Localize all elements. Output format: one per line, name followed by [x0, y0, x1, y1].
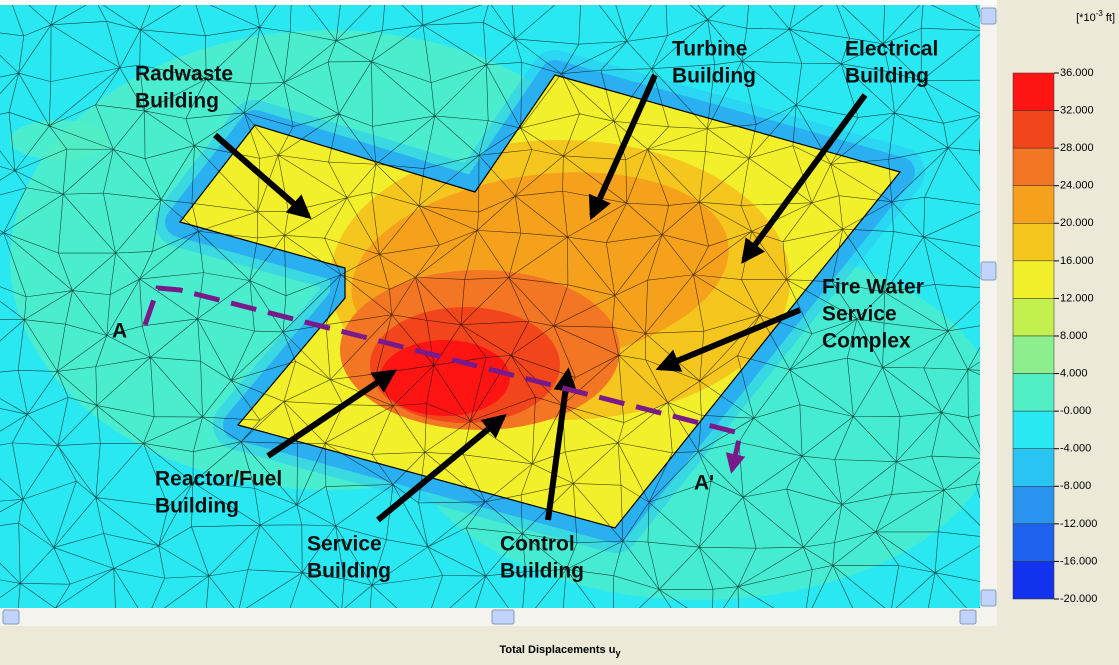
legend-band: [1012, 260, 1055, 299]
caption-subscript: y: [615, 648, 620, 658]
annotation-label: Building: [155, 495, 239, 518]
arrows: [213, 73, 868, 523]
arrow: [545, 367, 578, 521]
annotation-label: Building: [672, 65, 756, 88]
legend-band: [1012, 335, 1055, 374]
legend-label: -8.000: [1060, 480, 1091, 492]
annotation-label: Reactor/Fuel: [155, 468, 282, 491]
legend-label: 32.000: [1060, 104, 1094, 116]
legend-label: -4.000: [1060, 443, 1091, 455]
legend-label: 20.000: [1060, 217, 1094, 229]
annotation-label: Building: [500, 560, 584, 583]
legend-band: [1012, 185, 1055, 224]
caption: Total Displacements uy: [500, 644, 621, 658]
scroll-down[interactable]: [980, 589, 997, 607]
red-zone: [380, 340, 510, 416]
annotation-label: Turbine: [672, 38, 747, 61]
section-label: A': [694, 472, 714, 495]
legend-label: -16.000: [1060, 555, 1097, 567]
legend-label: 12.000: [1060, 292, 1094, 304]
legend-band: [1012, 561, 1055, 600]
vertical-scrollbar[interactable]: [980, 5, 997, 608]
legend-label: 16.000: [1060, 255, 1094, 267]
mesh-lines: [0, 5, 980, 608]
legend-label: 8.000: [1060, 330, 1088, 342]
scroll-up[interactable]: [980, 7, 997, 25]
annotation-label: Building: [307, 560, 391, 583]
scroll-right[interactable]: [959, 609, 977, 625]
arrow: [266, 369, 397, 459]
unit-exponent: -3: [1096, 9, 1104, 18]
arrow: [655, 307, 802, 372]
legend-label: 36.000: [1060, 67, 1094, 79]
annotations: Radwaste Building Turbine Building Electrica…: [112, 38, 938, 583]
annotation-label: Fire Water: [822, 276, 924, 299]
legend-band: [1012, 223, 1055, 262]
legend-label: 4.000: [1060, 367, 1088, 379]
unit-base: [*10: [1076, 12, 1096, 24]
arrow: [213, 132, 312, 220]
tab-strip: [0, 0, 997, 5]
legend-band: [1012, 373, 1055, 412]
legend: 36.000 32.000 28.000 24.000 20.000 16.000 12.0…: [1012, 67, 1097, 605]
legend-label: 24.000: [1060, 180, 1094, 192]
legend-band: [1012, 410, 1055, 449]
arrow: [741, 93, 868, 264]
unit-suffix: ft]: [1106, 12, 1115, 24]
legend-band: [1012, 486, 1055, 525]
legend-band: [1012, 523, 1055, 562]
contour-plot: Radwaste Building Turbine Building Electrica…: [0, 5, 980, 608]
annotation-label: Complex: [822, 330, 911, 353]
legend-band: [1012, 448, 1055, 487]
annotation-label: Service: [307, 533, 382, 556]
legend-label: -0.000: [1060, 405, 1091, 417]
legend-band: [1012, 72, 1055, 111]
legend-band: [1012, 147, 1055, 186]
section-label: A: [112, 320, 127, 343]
scroll-thumb[interactable]: [491, 609, 515, 625]
legend-band: [1012, 110, 1055, 149]
annotation-label: Building: [135, 90, 219, 113]
section-line: [142, 285, 746, 474]
legend-unit: [*10-3 ft]: [1076, 9, 1115, 24]
legend-label: -20.000: [1060, 593, 1097, 605]
legend-label: -12.000: [1060, 518, 1097, 530]
annotation-label: Service: [822, 303, 897, 326]
legend-band: [1012, 298, 1055, 337]
annotation-label: Building: [845, 65, 929, 88]
scroll-left[interactable]: [2, 609, 20, 625]
mesh: [0, 5, 980, 608]
annotation-label: Electrical: [845, 38, 938, 61]
legend-label: 28.000: [1060, 142, 1094, 154]
scroll-thumb[interactable]: [980, 261, 997, 281]
arrow: [588, 73, 658, 221]
building-outline: [178, 74, 902, 529]
caption-text: Total Displacements u: [500, 644, 616, 656]
annotation-label: Control: [500, 533, 575, 556]
annotation-label: Radwaste: [135, 63, 233, 86]
arrow: [376, 413, 507, 523]
